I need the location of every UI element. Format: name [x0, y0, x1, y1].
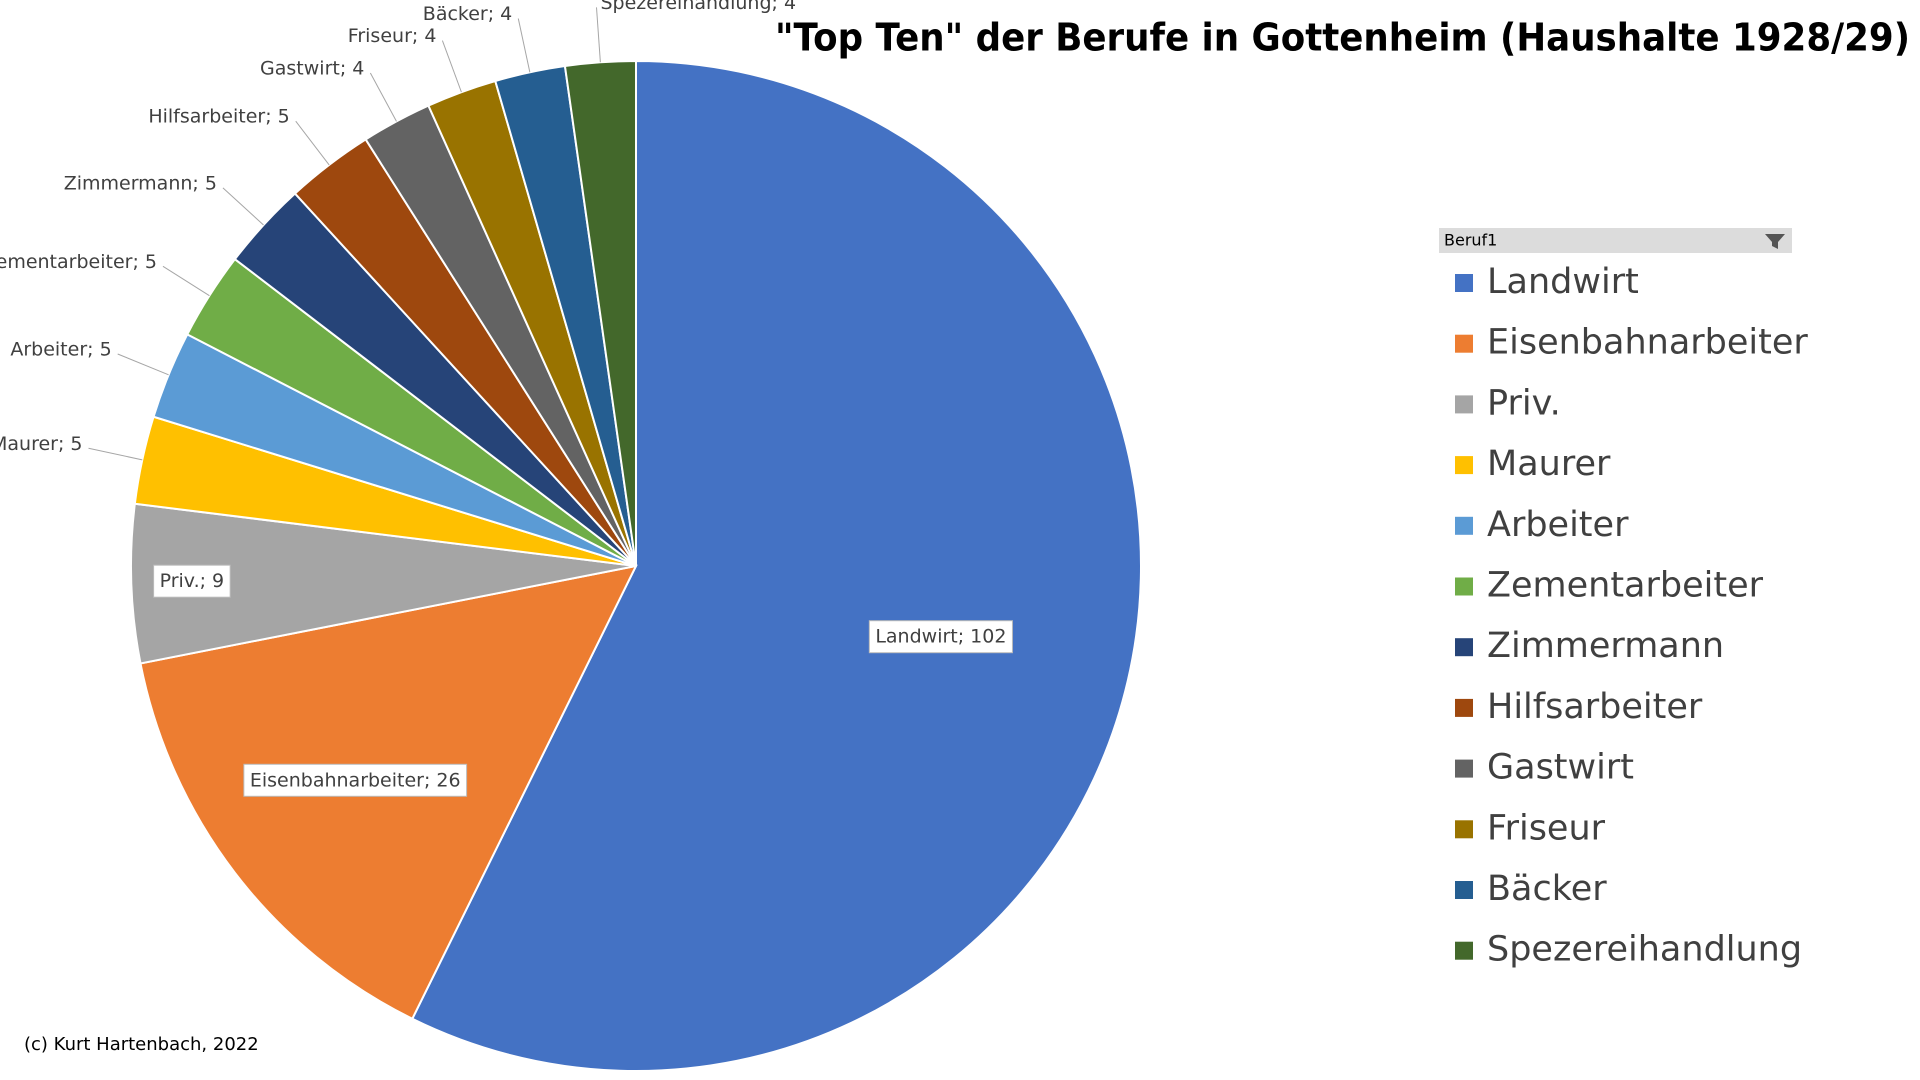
- pie-slice: [410, 59, 1142, 1072]
- legend-label: Hilfsarbeiter: [1487, 687, 1703, 727]
- data-label: Bäcker; 4: [423, 3, 512, 25]
- legend: Beruf1: [1439, 228, 1792, 253]
- legend-label: Zimmermann: [1487, 626, 1724, 666]
- label-box: [153, 564, 231, 598]
- legend-swatch: [1455, 334, 1473, 353]
- data-label: Zementarbeiter; 5: [0, 251, 157, 273]
- leader-line: [517, 18, 531, 73]
- leader-line: [88, 447, 143, 461]
- filter-icon[interactable]: [1765, 234, 1785, 249]
- data-label: Arbeiter; 5: [10, 338, 111, 360]
- leader-line: [117, 353, 169, 376]
- data-label: Eisenbahnarbeiter; 26: [250, 769, 461, 791]
- data-label: Gastwirt; 4: [260, 58, 364, 80]
- leader-line: [222, 187, 264, 226]
- legend-swatch: [1455, 456, 1473, 475]
- legend-label: Spezereihandlung: [1487, 930, 1802, 970]
- data-label: Landwirt; 102: [875, 626, 1006, 648]
- legend-swatch: [1455, 274, 1473, 292]
- legend-label: Landwirt: [1487, 262, 1639, 302]
- chart-title: "Top Ten" der Berufe in Gottenheim (Haus…: [775, 16, 1910, 60]
- legend-label: Friseur: [1487, 808, 1606, 848]
- data-label: Maurer; 5: [0, 433, 83, 455]
- legend-label: Arbeiter: [1487, 505, 1629, 545]
- data-label: Zimmermann; 5: [64, 172, 217, 194]
- leader-line: [441, 40, 462, 93]
- legend-swatch: [1455, 759, 1473, 778]
- legend-header[interactable]: [1439, 228, 1792, 253]
- legend-label: Bäcker: [1487, 869, 1607, 909]
- legend-swatch: [1455, 941, 1473, 960]
- legend-swatch: [1455, 638, 1473, 657]
- data-label: Priv.; 9: [160, 570, 225, 592]
- legend-swatch: [1455, 881, 1473, 899]
- data-label: Hilfsarbeiter; 5: [148, 106, 289, 128]
- data-label: Friseur; 4: [348, 25, 437, 47]
- legend-swatch: [1455, 820, 1473, 839]
- legend-swatch: [1455, 395, 1473, 414]
- pie-slice: [130, 502, 637, 665]
- leader-line: [595, 7, 601, 63]
- data-label: Spezereihandlung; 4: [600, 0, 796, 14]
- legend-swatch: [1455, 698, 1473, 717]
- leader-line: [295, 120, 330, 166]
- legend-title: Beruf1: [1444, 231, 1497, 250]
- leader-line: [162, 265, 210, 297]
- footnote: (c) Kurt Hartenbach, 2022: [24, 1034, 259, 1055]
- legend-label: Zementarbeiter: [1487, 566, 1764, 606]
- legend-label: Priv.: [1487, 383, 1561, 423]
- legend-label: Maurer: [1487, 444, 1611, 484]
- legend-label: Gastwirt: [1487, 748, 1634, 788]
- leader-line: [369, 72, 397, 122]
- legend-swatch: [1455, 577, 1473, 596]
- legend-label: Eisenbahnarbeiter: [1487, 323, 1808, 363]
- label-box: [243, 763, 468, 797]
- legend-swatch: [1455, 516, 1473, 535]
- label-box: [868, 620, 1013, 654]
